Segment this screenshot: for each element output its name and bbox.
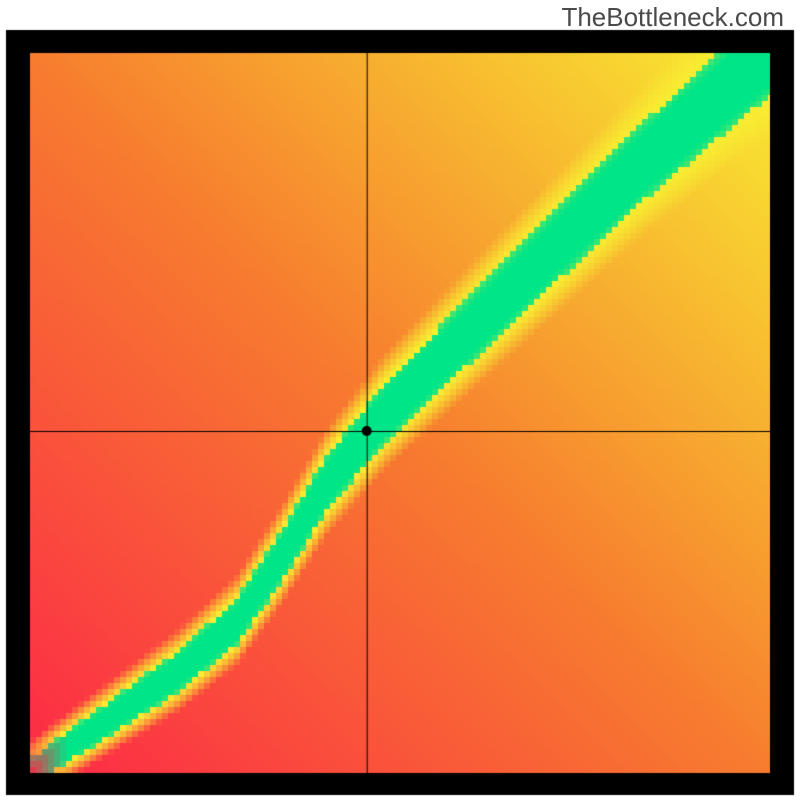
watermark-text: TheBottleneck.com <box>561 2 784 33</box>
bottleneck-heatmap-canvas <box>0 0 800 800</box>
